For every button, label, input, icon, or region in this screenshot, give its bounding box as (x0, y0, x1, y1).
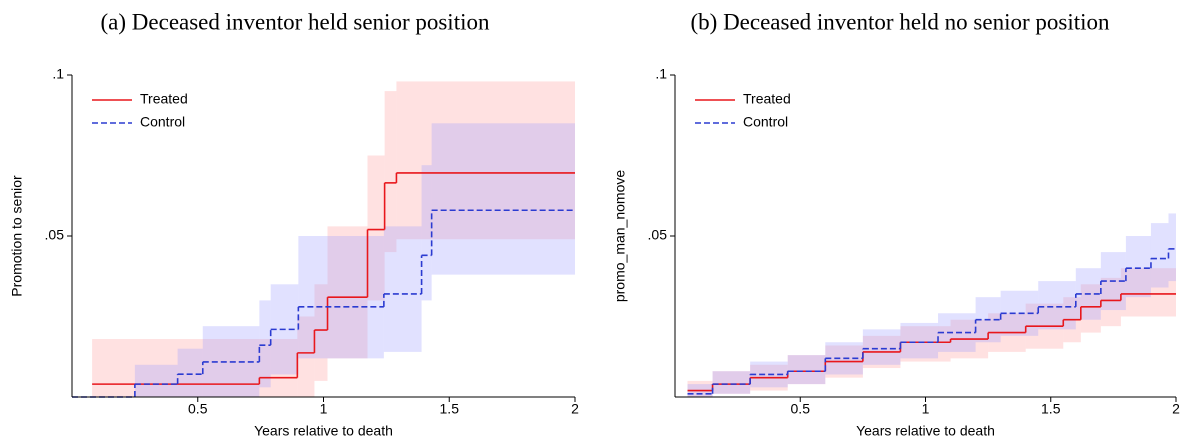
confidence-band (787, 355, 826, 385)
confidence-band (327, 226, 368, 359)
y-tick-label: .05 (648, 227, 668, 243)
y-axis-title: promo_man_nomove (612, 170, 628, 303)
confidence-band (92, 339, 260, 397)
panel-title: (a) Deceased inventor held senior positi… (101, 9, 490, 34)
confidence-band (259, 339, 298, 397)
confidence-band (1120, 268, 1176, 317)
confidence-band (134, 364, 178, 397)
confidence-band (1150, 223, 1169, 288)
legend-label: Control (743, 114, 788, 130)
x-tick-label: 2 (571, 401, 579, 417)
y-tick-label: .1 (655, 66, 667, 82)
x-axis-title: Years relative to death (856, 423, 995, 439)
confidence-band (383, 226, 422, 352)
x-tick-label: 0.5 (791, 401, 811, 417)
x-tick-label: 1 (922, 401, 930, 417)
x-tick-label: 0.5 (188, 401, 208, 417)
y-axis-title: Promotion to senior (9, 175, 25, 297)
confidence-band (297, 316, 315, 397)
y-tick-label: .05 (45, 227, 65, 243)
confidence-band (177, 348, 203, 397)
confidence-band (1125, 236, 1151, 298)
x-tick-label: 1.5 (440, 401, 460, 417)
y-tick-label: .1 (52, 66, 64, 82)
confidence-band (900, 322, 939, 359)
legend-label: Control (140, 114, 185, 130)
confidence-band (1038, 281, 1076, 330)
legend-label: Treated (140, 91, 188, 107)
legend-label: Treated (743, 91, 791, 107)
confidence-band (1080, 284, 1101, 333)
confidence-band (712, 371, 751, 394)
x-tick-label: 1 (320, 401, 328, 417)
confidence-band (421, 165, 432, 301)
confidence-band (431, 123, 575, 275)
confidence-band (712, 371, 751, 394)
confidence-band (1100, 277, 1121, 327)
x-axis-title: Years relative to death (254, 423, 393, 439)
confidence-band (862, 329, 901, 365)
confidence-band (687, 380, 713, 397)
confidence-band (314, 284, 328, 381)
x-tick-label: 2 (1172, 401, 1180, 417)
confidence-band (396, 81, 575, 240)
x-tick-label: 1.5 (1041, 401, 1061, 417)
confidence-band (787, 355, 826, 385)
confidence-band (259, 300, 271, 388)
confidence-band (384, 91, 397, 253)
confidence-band (367, 155, 385, 301)
confidence-band (1168, 213, 1176, 282)
panel-title: (b) Deceased inventor held no senior pos… (691, 9, 1110, 34)
